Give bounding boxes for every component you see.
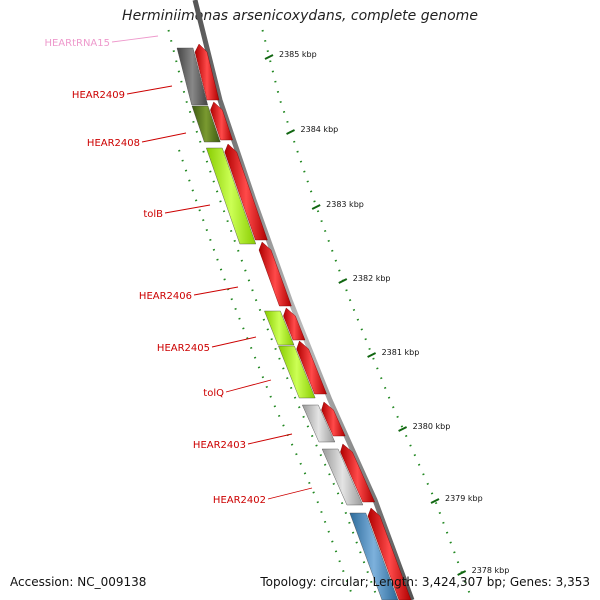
reverse-strand-arrow — [367, 507, 412, 600]
reverse-strand-arrow — [258, 241, 292, 307]
gene-label: HEAR2405 — [157, 343, 210, 354]
gene-label-leader — [211, 336, 257, 348]
reverse-strand-arrow — [210, 101, 233, 141]
kbp-tick-mark — [338, 278, 348, 284]
kbp-tick-mark — [286, 129, 295, 135]
gene-label: HEAR2403 — [193, 440, 246, 451]
gene-label: HEAR2408 — [87, 138, 140, 149]
gene-label: tolQ — [203, 388, 224, 399]
forward-strand-feature — [206, 147, 257, 245]
reverse-strand-arrow — [296, 340, 327, 395]
kbp-tick-label: 2385 kbp — [279, 50, 317, 59]
kbp-tick-label: 2384 kbp — [301, 125, 339, 134]
forward-strand-feature — [278, 345, 316, 399]
gene-label-leader — [164, 204, 211, 214]
gene-label: HEAR2409 — [72, 90, 125, 101]
kbp-tick-mark — [311, 204, 321, 210]
gene-labels: HEARtRNA15 HEAR2409 HEAR2408 tolB HEAR2406 HE… — [44, 35, 313, 506]
kbp-ruler: 2385 kbp 2384 kbp 2383 kbp 2382 kbp 2381 kbp… — [264, 50, 510, 576]
reverse-strand-arrow — [340, 443, 376, 503]
gene-label-leader — [126, 85, 173, 95]
forward-strand-feature — [301, 404, 336, 443]
reverse-strand-arrow — [321, 401, 346, 437]
gene-label: HEAR2406 — [139, 291, 192, 302]
kbp-tick-mark — [430, 498, 440, 504]
kbp-tick-label: 2379 kbp — [445, 494, 483, 503]
reverse-strand-arrow — [224, 143, 268, 241]
gene-label-leader — [111, 35, 159, 43]
forward-strand-feature — [191, 105, 221, 143]
forward-strand-feature — [321, 448, 364, 506]
kbp-tick-label: 2381 kbp — [382, 348, 420, 357]
gene-label-leader — [247, 433, 293, 445]
kbp-tick-mark — [457, 570, 467, 576]
gene-label: tolB — [143, 209, 163, 220]
forward-strand-feature — [264, 310, 295, 346]
kbp-tick-mark — [264, 54, 274, 60]
dotted-guide-lines — [167, 29, 473, 599]
gene-label-leader — [267, 487, 313, 500]
backbone-line — [192, 0, 415, 600]
gene-label: HEAR2402 — [213, 495, 266, 506]
genome-backbone — [192, 0, 415, 600]
accession-text: Accession: NC_009138 — [10, 575, 147, 589]
far-inner-dots — [178, 149, 355, 599]
gene-features — [176, 43, 412, 600]
gene-label: HEARtRNA15 — [44, 38, 110, 49]
outer-dots — [261, 29, 473, 599]
gene-label-leader — [141, 132, 187, 143]
gene-label-leader — [193, 286, 239, 296]
kbp-tick-mark — [398, 426, 408, 432]
reverse-strand-arrow — [194, 43, 220, 101]
kbp-tick-label: 2378 kbp — [472, 566, 510, 575]
reverse-strand-arrow — [283, 307, 306, 341]
forward-strand-feature — [176, 47, 208, 106]
gene-label-leader — [225, 379, 272, 393]
kbp-tick-label: 2382 kbp — [353, 274, 391, 283]
kbp-tick-mark — [367, 352, 377, 358]
kbp-tick-label: 2380 kbp — [413, 422, 451, 431]
forward-strand-feature — [349, 512, 399, 600]
genome-title: Herminiimonas arsenicoxydans, complete g… — [122, 8, 478, 24]
inner-dots — [167, 29, 379, 599]
topology-summary: Topology: circular; Length: 3,424,307 bp… — [260, 575, 590, 589]
kbp-tick-label: 2383 kbp — [326, 200, 364, 209]
